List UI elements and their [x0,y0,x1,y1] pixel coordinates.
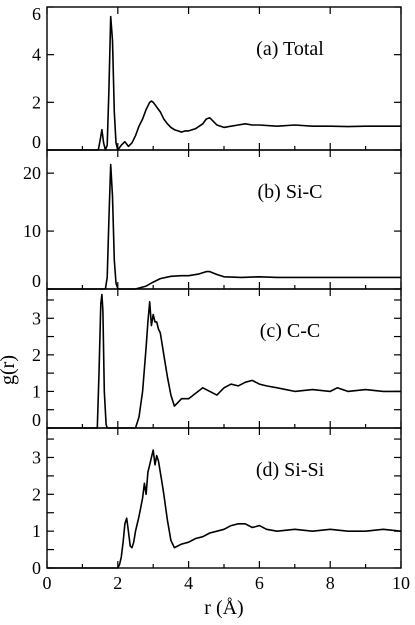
panel-total: 0 2 4 6 (a) Total [32,4,402,152]
series-line-total [47,15,401,151]
y-tick-label: 3 [32,308,41,328]
y-tick-label: 2 [32,92,41,112]
y-tick-label: 0 [32,558,41,578]
x-axis-label: r (Å) [204,597,243,619]
x-tick-label: 0 [43,573,52,593]
panel-label-sic: (b) Si-C [258,181,323,203]
panel-sic: 0 10 20 (b) Si-C [23,149,402,291]
y-tick-label: 1 [32,381,41,401]
panel-frame [46,149,402,290]
series-line-sic [47,163,401,290]
panel-cc: 0 1 2 3 (c) C-C [32,288,402,430]
y-tick-label: 2 [32,345,41,365]
panel-frame [46,6,402,151]
chart-panels: 0 2 4 6 (a) Total 0 10 20 (b) Si-C 0 1 2 3 (c) C-C 0 1 2… [23,4,402,578]
panel-label-sisi: (d) Si-Si [256,459,325,481]
y-tick-label: 4 [32,45,41,65]
y-axis-label: g(r) [0,355,19,385]
series-line-sisi [47,449,402,569]
x-tick-label: 10 [392,573,410,593]
y-tick-label: 6 [32,4,41,24]
panel-frame [46,427,402,569]
y-tick-label: 20 [23,163,41,183]
panel-label-total: (a) Total [256,38,324,60]
y-tick-label: 2 [32,484,41,504]
y-tick-label: 0 [32,410,41,430]
x-tick-label: 4 [184,573,193,593]
y-tick-label: 0 [32,132,41,152]
y-tick-label: 1 [32,521,41,541]
x-axis-ticks: 0 2 4 6 8 10 [43,573,411,593]
x-tick-label: 6 [255,573,264,593]
series-line-cc [47,293,401,429]
y-tick-label: 10 [23,221,41,241]
x-tick-label: 2 [113,573,122,593]
panel-sisi: 0 1 2 3 (d) Si-Si [32,427,402,578]
panel-label-cc: (c) C-C [260,320,321,342]
y-tick-label: 0 [32,271,41,291]
x-tick-label: 8 [326,573,335,593]
y-tick-label: 3 [32,447,41,467]
